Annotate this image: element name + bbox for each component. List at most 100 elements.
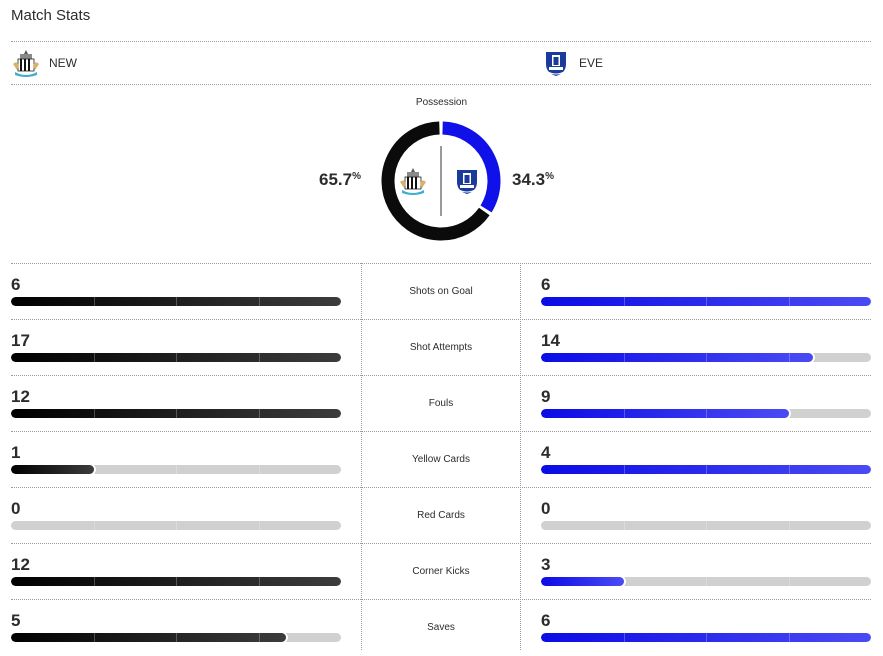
bar-segment-tick bbox=[176, 409, 177, 418]
possession-donut-chart bbox=[381, 121, 501, 241]
away-possession-value: 34.3% bbox=[512, 170, 554, 189]
bar-segment-tick bbox=[258, 465, 260, 474]
home-stat-bar-fill bbox=[11, 353, 341, 362]
bar-segment-tick bbox=[706, 633, 707, 642]
bar-segment-tick bbox=[258, 521, 260, 530]
bar-segment-tick bbox=[93, 465, 95, 474]
stat-row: 5 Saves 6 bbox=[0, 600, 883, 656]
away-stat-bar bbox=[541, 297, 871, 306]
bar-segment-tick bbox=[258, 353, 260, 362]
divider bbox=[11, 319, 871, 320]
away-stat-bar bbox=[541, 409, 871, 418]
away-stat-value: 9 bbox=[541, 387, 551, 406]
home-stat-bar-fill bbox=[11, 465, 94, 474]
home-team: NEW bbox=[11, 48, 77, 78]
home-stat-value: 17 bbox=[11, 331, 30, 350]
home-stat-bar bbox=[11, 297, 341, 306]
divider bbox=[11, 375, 871, 376]
home-stat-bar bbox=[11, 353, 341, 362]
bar-segment-tick bbox=[258, 577, 260, 586]
away-stat-bar bbox=[541, 353, 871, 362]
away-stat-bar bbox=[541, 521, 871, 530]
bar-segment-tick bbox=[788, 577, 790, 586]
bar-segment-tick bbox=[176, 633, 177, 642]
away-stat-value: 4 bbox=[541, 443, 551, 462]
away-stat-bar bbox=[541, 633, 871, 642]
bar-segment-tick bbox=[623, 521, 625, 530]
home-stat-value: 0 bbox=[11, 499, 21, 518]
bar-segment-tick bbox=[93, 577, 95, 586]
home-stat-bar-fill bbox=[11, 297, 341, 306]
home-stat-bar bbox=[11, 577, 341, 586]
bar-segment-tick bbox=[788, 633, 790, 642]
away-stat-value: 6 bbox=[541, 611, 551, 630]
bar-segment-tick bbox=[258, 297, 260, 306]
stat-label: Corner Kicks bbox=[412, 566, 470, 577]
away-team-abbr: EVE bbox=[579, 56, 604, 70]
divider bbox=[11, 599, 871, 600]
bar-segment-tick bbox=[176, 577, 177, 586]
home-stat-bar-fill bbox=[11, 577, 341, 586]
bar-segment-tick bbox=[788, 521, 790, 530]
divider bbox=[11, 84, 871, 85]
divider bbox=[11, 487, 871, 488]
stat-label: Shots on Goal bbox=[409, 286, 473, 297]
stat-row: 12 Corner Kicks 3 bbox=[0, 544, 883, 600]
home-stat-bar bbox=[11, 521, 341, 530]
away-stat-value: 14 bbox=[541, 331, 560, 350]
bar-segment-tick bbox=[623, 577, 625, 586]
away-stat-value: 0 bbox=[541, 499, 551, 518]
home-stat-bar-fill bbox=[11, 409, 341, 418]
away-stat-bar-fill bbox=[541, 353, 813, 362]
newcastle-crest-icon bbox=[400, 168, 426, 195]
bar-segment-tick bbox=[93, 633, 95, 642]
home-stat-bar-fill bbox=[11, 633, 286, 642]
stat-row: 6 Shots on Goal 6 bbox=[0, 264, 883, 320]
match-stats-title: Match Stats bbox=[11, 7, 91, 24]
bar-segment-tick bbox=[623, 353, 625, 362]
away-stat-bar-fill bbox=[541, 465, 871, 474]
stat-row: 1 Yellow Cards 4 bbox=[0, 432, 883, 488]
bar-segment-tick bbox=[176, 465, 177, 474]
home-possession-arc bbox=[381, 121, 490, 241]
bar-segment-tick bbox=[788, 353, 790, 362]
bar-segment-tick bbox=[93, 297, 95, 306]
bar-segment-tick bbox=[93, 353, 95, 362]
bar-segment-tick bbox=[788, 409, 790, 418]
bar-segment-tick bbox=[93, 409, 95, 418]
bar-segment-tick bbox=[706, 353, 707, 362]
away-stat-bar-fill bbox=[541, 577, 624, 586]
stat-row: 17 Shot Attempts 14 bbox=[0, 320, 883, 376]
bar-segment-tick bbox=[788, 465, 790, 474]
bar-segment-tick bbox=[176, 297, 177, 306]
bar-segment-tick bbox=[706, 297, 707, 306]
away-team: EVE bbox=[541, 48, 603, 78]
stat-label: Yellow Cards bbox=[412, 454, 470, 465]
bar-segment-tick bbox=[706, 409, 707, 418]
bar-segment-tick bbox=[623, 465, 625, 474]
divider bbox=[11, 41, 871, 42]
stat-row: 12 Fouls 9 bbox=[0, 376, 883, 432]
home-stat-value: 6 bbox=[11, 275, 21, 294]
home-stat-bar bbox=[11, 409, 341, 418]
stat-label: Red Cards bbox=[417, 510, 465, 521]
stat-row: 0 Red Cards 0 bbox=[0, 488, 883, 544]
divider bbox=[11, 431, 871, 432]
away-stat-value: 6 bbox=[541, 275, 551, 294]
bar-segment-tick bbox=[176, 521, 177, 530]
bar-segment-tick bbox=[258, 633, 260, 642]
bar-segment-tick bbox=[788, 297, 790, 306]
everton-crest-icon bbox=[546, 52, 566, 76]
divider bbox=[11, 543, 871, 544]
newcastle-crest-icon bbox=[13, 50, 39, 77]
home-team-abbr: NEW bbox=[49, 56, 77, 70]
divider bbox=[11, 263, 871, 264]
bar-segment-tick bbox=[706, 521, 707, 530]
bar-segment-tick bbox=[623, 633, 625, 642]
home-stat-value: 12 bbox=[11, 387, 30, 406]
away-stat-bar bbox=[541, 577, 871, 586]
bar-segment-tick bbox=[258, 409, 260, 418]
home-stat-bar bbox=[11, 633, 341, 642]
bar-segment-tick bbox=[706, 465, 707, 474]
everton-crest-icon bbox=[457, 170, 477, 194]
